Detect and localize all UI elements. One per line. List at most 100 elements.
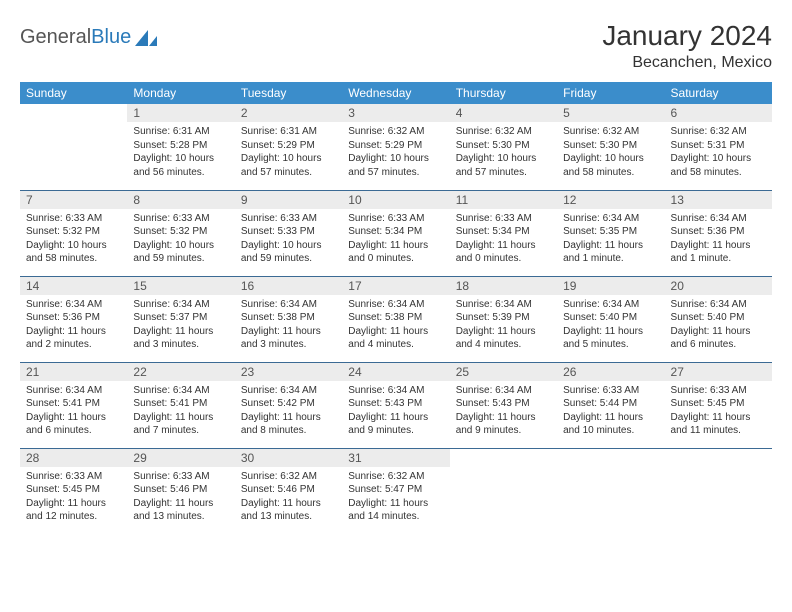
day-number: 4 xyxy=(450,104,557,122)
weekday-header: Sunday xyxy=(20,82,127,104)
day-details: Sunrise: 6:34 AMSunset: 5:41 PMDaylight:… xyxy=(127,381,234,442)
calendar-day-cell: 4Sunrise: 6:32 AMSunset: 5:30 PMDaylight… xyxy=(450,104,557,190)
day-number: 11 xyxy=(450,191,557,209)
weekday-header: Saturday xyxy=(665,82,772,104)
weekday-header: Thursday xyxy=(450,82,557,104)
calendar-day-cell: 22Sunrise: 6:34 AMSunset: 5:41 PMDayligh… xyxy=(127,362,234,448)
calendar-day-cell: 31Sunrise: 6:32 AMSunset: 5:47 PMDayligh… xyxy=(342,448,449,534)
calendar-day-cell: 20Sunrise: 6:34 AMSunset: 5:40 PMDayligh… xyxy=(665,276,772,362)
day-details: Sunrise: 6:31 AMSunset: 5:29 PMDaylight:… xyxy=(235,122,342,183)
day-number: 28 xyxy=(20,449,127,467)
day-details: Sunrise: 6:32 AMSunset: 5:31 PMDaylight:… xyxy=(665,122,772,183)
calendar-week-row: 28Sunrise: 6:33 AMSunset: 5:45 PMDayligh… xyxy=(20,448,772,534)
month-title: January 2024 xyxy=(602,20,772,52)
day-number: 12 xyxy=(557,191,664,209)
calendar-day-cell: 17Sunrise: 6:34 AMSunset: 5:38 PMDayligh… xyxy=(342,276,449,362)
day-number: 17 xyxy=(342,277,449,295)
calendar-day-cell: 19Sunrise: 6:34 AMSunset: 5:40 PMDayligh… xyxy=(557,276,664,362)
calendar-day-cell: 6Sunrise: 6:32 AMSunset: 5:31 PMDaylight… xyxy=(665,104,772,190)
day-details: Sunrise: 6:34 AMSunset: 5:36 PMDaylight:… xyxy=(20,295,127,356)
calendar-day-cell: 27Sunrise: 6:33 AMSunset: 5:45 PMDayligh… xyxy=(665,362,772,448)
calendar-day-cell: 9Sunrise: 6:33 AMSunset: 5:33 PMDaylight… xyxy=(235,190,342,276)
calendar-day-cell: 15Sunrise: 6:34 AMSunset: 5:37 PMDayligh… xyxy=(127,276,234,362)
calendar-day-cell: 24Sunrise: 6:34 AMSunset: 5:43 PMDayligh… xyxy=(342,362,449,448)
day-number xyxy=(665,449,772,467)
day-number: 23 xyxy=(235,363,342,381)
day-details: Sunrise: 6:33 AMSunset: 5:32 PMDaylight:… xyxy=(127,209,234,270)
calendar-day-cell: 30Sunrise: 6:32 AMSunset: 5:46 PMDayligh… xyxy=(235,448,342,534)
day-details: Sunrise: 6:33 AMSunset: 5:34 PMDaylight:… xyxy=(450,209,557,270)
day-number: 7 xyxy=(20,191,127,209)
calendar-header-row: SundayMondayTuesdayWednesdayThursdayFrid… xyxy=(20,82,772,104)
logo-part2: Blue xyxy=(91,26,131,48)
day-details: Sunrise: 6:34 AMSunset: 5:37 PMDaylight:… xyxy=(127,295,234,356)
calendar-week-row: 7Sunrise: 6:33 AMSunset: 5:32 PMDaylight… xyxy=(20,190,772,276)
day-number: 14 xyxy=(20,277,127,295)
day-number xyxy=(20,104,127,122)
day-number: 18 xyxy=(450,277,557,295)
day-number: 25 xyxy=(450,363,557,381)
day-details: Sunrise: 6:32 AMSunset: 5:30 PMDaylight:… xyxy=(450,122,557,183)
day-number: 15 xyxy=(127,277,234,295)
logo-part1: General xyxy=(20,26,91,48)
calendar-day-cell: 3Sunrise: 6:32 AMSunset: 5:29 PMDaylight… xyxy=(342,104,449,190)
logo: GeneralBlue xyxy=(20,20,157,49)
day-number: 22 xyxy=(127,363,234,381)
calendar-day-cell: 13Sunrise: 6:34 AMSunset: 5:36 PMDayligh… xyxy=(665,190,772,276)
weekday-header: Friday xyxy=(557,82,664,104)
day-details: Sunrise: 6:34 AMSunset: 5:38 PMDaylight:… xyxy=(235,295,342,356)
header: GeneralBlue January 2024 Becanchen, Mexi… xyxy=(20,20,772,72)
day-details: Sunrise: 6:34 AMSunset: 5:36 PMDaylight:… xyxy=(665,209,772,270)
day-details: Sunrise: 6:33 AMSunset: 5:46 PMDaylight:… xyxy=(127,467,234,528)
calendar-table: SundayMondayTuesdayWednesdayThursdayFrid… xyxy=(20,82,772,534)
day-details: Sunrise: 6:33 AMSunset: 5:45 PMDaylight:… xyxy=(665,381,772,442)
day-number: 29 xyxy=(127,449,234,467)
day-number xyxy=(557,449,664,467)
calendar-day-cell: 5Sunrise: 6:32 AMSunset: 5:30 PMDaylight… xyxy=(557,104,664,190)
day-details: Sunrise: 6:33 AMSunset: 5:45 PMDaylight:… xyxy=(20,467,127,528)
day-number: 16 xyxy=(235,277,342,295)
day-number: 2 xyxy=(235,104,342,122)
day-details: Sunrise: 6:32 AMSunset: 5:47 PMDaylight:… xyxy=(342,467,449,528)
day-details: Sunrise: 6:33 AMSunset: 5:34 PMDaylight:… xyxy=(342,209,449,270)
calendar-day-cell: 7Sunrise: 6:33 AMSunset: 5:32 PMDaylight… xyxy=(20,190,127,276)
day-details: Sunrise: 6:33 AMSunset: 5:33 PMDaylight:… xyxy=(235,209,342,270)
day-number: 24 xyxy=(342,363,449,381)
calendar-day-cell: 2Sunrise: 6:31 AMSunset: 5:29 PMDaylight… xyxy=(235,104,342,190)
calendar-day-cell: 12Sunrise: 6:34 AMSunset: 5:35 PMDayligh… xyxy=(557,190,664,276)
calendar-empty-cell xyxy=(557,448,664,534)
day-details: Sunrise: 6:32 AMSunset: 5:46 PMDaylight:… xyxy=(235,467,342,528)
calendar-empty-cell xyxy=(450,448,557,534)
day-details: Sunrise: 6:33 AMSunset: 5:44 PMDaylight:… xyxy=(557,381,664,442)
location: Becanchen, Mexico xyxy=(602,54,772,72)
day-number: 20 xyxy=(665,277,772,295)
calendar-day-cell: 29Sunrise: 6:33 AMSunset: 5:46 PMDayligh… xyxy=(127,448,234,534)
day-details: Sunrise: 6:31 AMSunset: 5:28 PMDaylight:… xyxy=(127,122,234,183)
calendar-day-cell: 28Sunrise: 6:33 AMSunset: 5:45 PMDayligh… xyxy=(20,448,127,534)
day-number: 26 xyxy=(557,363,664,381)
calendar-day-cell: 23Sunrise: 6:34 AMSunset: 5:42 PMDayligh… xyxy=(235,362,342,448)
weekday-header: Tuesday xyxy=(235,82,342,104)
day-number: 31 xyxy=(342,449,449,467)
day-details: Sunrise: 6:32 AMSunset: 5:30 PMDaylight:… xyxy=(557,122,664,183)
calendar-empty-cell xyxy=(665,448,772,534)
day-number: 21 xyxy=(20,363,127,381)
day-number: 5 xyxy=(557,104,664,122)
day-number: 3 xyxy=(342,104,449,122)
logo-text: GeneralBlue xyxy=(20,26,131,49)
day-details: Sunrise: 6:34 AMSunset: 5:43 PMDaylight:… xyxy=(450,381,557,442)
day-details: Sunrise: 6:34 AMSunset: 5:42 PMDaylight:… xyxy=(235,381,342,442)
day-number: 19 xyxy=(557,277,664,295)
calendar-day-cell: 11Sunrise: 6:33 AMSunset: 5:34 PMDayligh… xyxy=(450,190,557,276)
calendar-week-row: 1Sunrise: 6:31 AMSunset: 5:28 PMDaylight… xyxy=(20,104,772,190)
calendar-week-row: 21Sunrise: 6:34 AMSunset: 5:41 PMDayligh… xyxy=(20,362,772,448)
day-number: 9 xyxy=(235,191,342,209)
day-details: Sunrise: 6:32 AMSunset: 5:29 PMDaylight:… xyxy=(342,122,449,183)
day-number: 8 xyxy=(127,191,234,209)
day-details: Sunrise: 6:33 AMSunset: 5:32 PMDaylight:… xyxy=(20,209,127,270)
day-number: 1 xyxy=(127,104,234,122)
calendar-day-cell: 1Sunrise: 6:31 AMSunset: 5:28 PMDaylight… xyxy=(127,104,234,190)
day-number: 6 xyxy=(665,104,772,122)
calendar-week-row: 14Sunrise: 6:34 AMSunset: 5:36 PMDayligh… xyxy=(20,276,772,362)
day-number: 27 xyxy=(665,363,772,381)
